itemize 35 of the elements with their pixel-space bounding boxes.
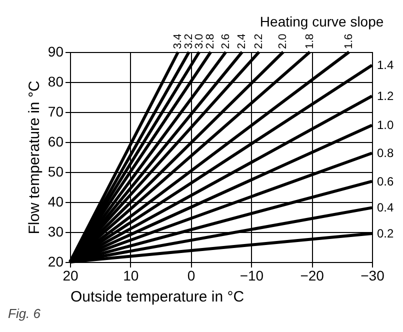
x-tick-label: −10 [240,268,264,284]
series-label: 1.4 [377,58,394,72]
caption: Fig. 6 [8,306,41,321]
y-tick-label: 90 [48,44,64,60]
x-axis-title: Outside temperature in °C [70,288,244,306]
text: 2.6 [220,34,232,49]
text: 2.2 [253,34,266,49]
series-label: 0.2 [377,226,394,240]
y-axis-title: Flow temperature in °C [26,80,43,234]
text: 3.0 [193,34,206,49]
y-tick-label: 80 [48,74,64,90]
text: 2.0 [277,34,290,49]
series-label: 0.4 [377,200,394,215]
y-tick-label: 70 [48,104,64,120]
text: 1.8 [304,34,316,49]
x-tick-label: 20 [62,268,78,284]
chart-title: Heating curve slope [260,14,384,30]
text: 3.2 [182,34,195,49]
text: 2.4 [236,34,248,49]
x-tick-label: −30 [360,268,385,284]
text: 1.6 [343,34,356,49]
y-tick-label: 40 [48,194,64,210]
text: 2.8 [204,34,217,49]
series-label: 1.0 [377,118,394,132]
y-tick-label: 60 [48,134,64,150]
x-tick-label: 10 [123,268,139,284]
series-label: 0.8 [377,146,394,160]
x-tick-label: 0 [187,268,196,284]
text: 3.4 [172,34,184,49]
y-tick-label: 30 [48,224,64,240]
y-tick-label: 50 [48,164,64,180]
x-tick-label: −20 [300,268,324,284]
series-label: 1.2 [377,89,394,104]
y-tick-label: 20 [48,254,64,270]
series-label: 0.6 [377,174,394,188]
